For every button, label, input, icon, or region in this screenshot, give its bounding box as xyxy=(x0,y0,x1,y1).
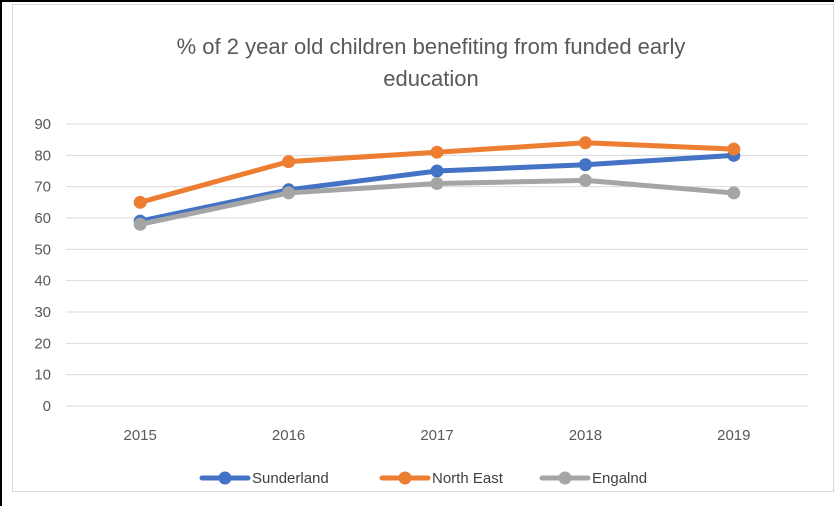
chart-area xyxy=(12,4,834,492)
y-tick-label: 90 xyxy=(34,116,51,133)
legend-swatch-marker xyxy=(218,471,232,485)
data-point-sunderland xyxy=(578,158,592,172)
legend-swatch-marker xyxy=(398,471,412,485)
y-tick-label: 20 xyxy=(34,335,51,352)
y-tick-label: 0 xyxy=(43,398,51,415)
data-point-north-east xyxy=(133,195,147,209)
series-group xyxy=(133,136,741,231)
x-tick-label: 2017 xyxy=(420,427,453,444)
x-tick-label: 2016 xyxy=(272,427,305,444)
chart-title-line-1: % of 2 year old children benefiting from… xyxy=(177,34,686,59)
y-axis-ticks: 0 10 20 30 40 50 60 70 80 90 xyxy=(34,116,51,415)
y-tick-label: 50 xyxy=(34,241,51,258)
x-axis-ticks: 2015 2016 2017 2018 2019 xyxy=(124,427,751,444)
legend: Sunderland North East Engalnd xyxy=(199,470,647,487)
legend-label: Engalnd xyxy=(592,470,647,487)
data-point-north-east xyxy=(578,136,592,150)
data-point-engalnd xyxy=(578,173,592,187)
chart-title-line-2: education xyxy=(383,66,478,91)
series-engalnd xyxy=(133,173,741,231)
legend-swatch-marker xyxy=(558,471,572,485)
x-tick-label: 2019 xyxy=(717,427,750,444)
data-point-north-east xyxy=(727,142,741,156)
y-tick-label: 60 xyxy=(34,210,51,227)
y-tick-label: 30 xyxy=(34,304,51,321)
data-point-sunderland xyxy=(430,164,444,178)
legend-label: North East xyxy=(432,470,504,487)
data-point-engalnd xyxy=(727,186,741,200)
legend-item-engalnd: Engalnd xyxy=(539,470,647,487)
legend-item-north-east: North East xyxy=(379,470,504,487)
data-point-north-east xyxy=(282,155,296,169)
series-north-east xyxy=(133,136,741,209)
x-tick-label: 2018 xyxy=(569,427,602,444)
x-tick-label: 2015 xyxy=(124,427,157,444)
data-point-engalnd xyxy=(133,217,147,231)
y-tick-label: 40 xyxy=(34,273,51,290)
y-tick-label: 80 xyxy=(34,147,51,164)
data-point-north-east xyxy=(430,145,444,159)
y-tick-label: 70 xyxy=(34,179,51,196)
data-point-engalnd xyxy=(282,186,296,200)
legend-item-sunderland: Sunderland xyxy=(199,470,329,487)
data-point-engalnd xyxy=(430,177,444,191)
y-tick-label: 10 xyxy=(34,367,51,384)
legend-label: Sunderland xyxy=(252,470,329,487)
